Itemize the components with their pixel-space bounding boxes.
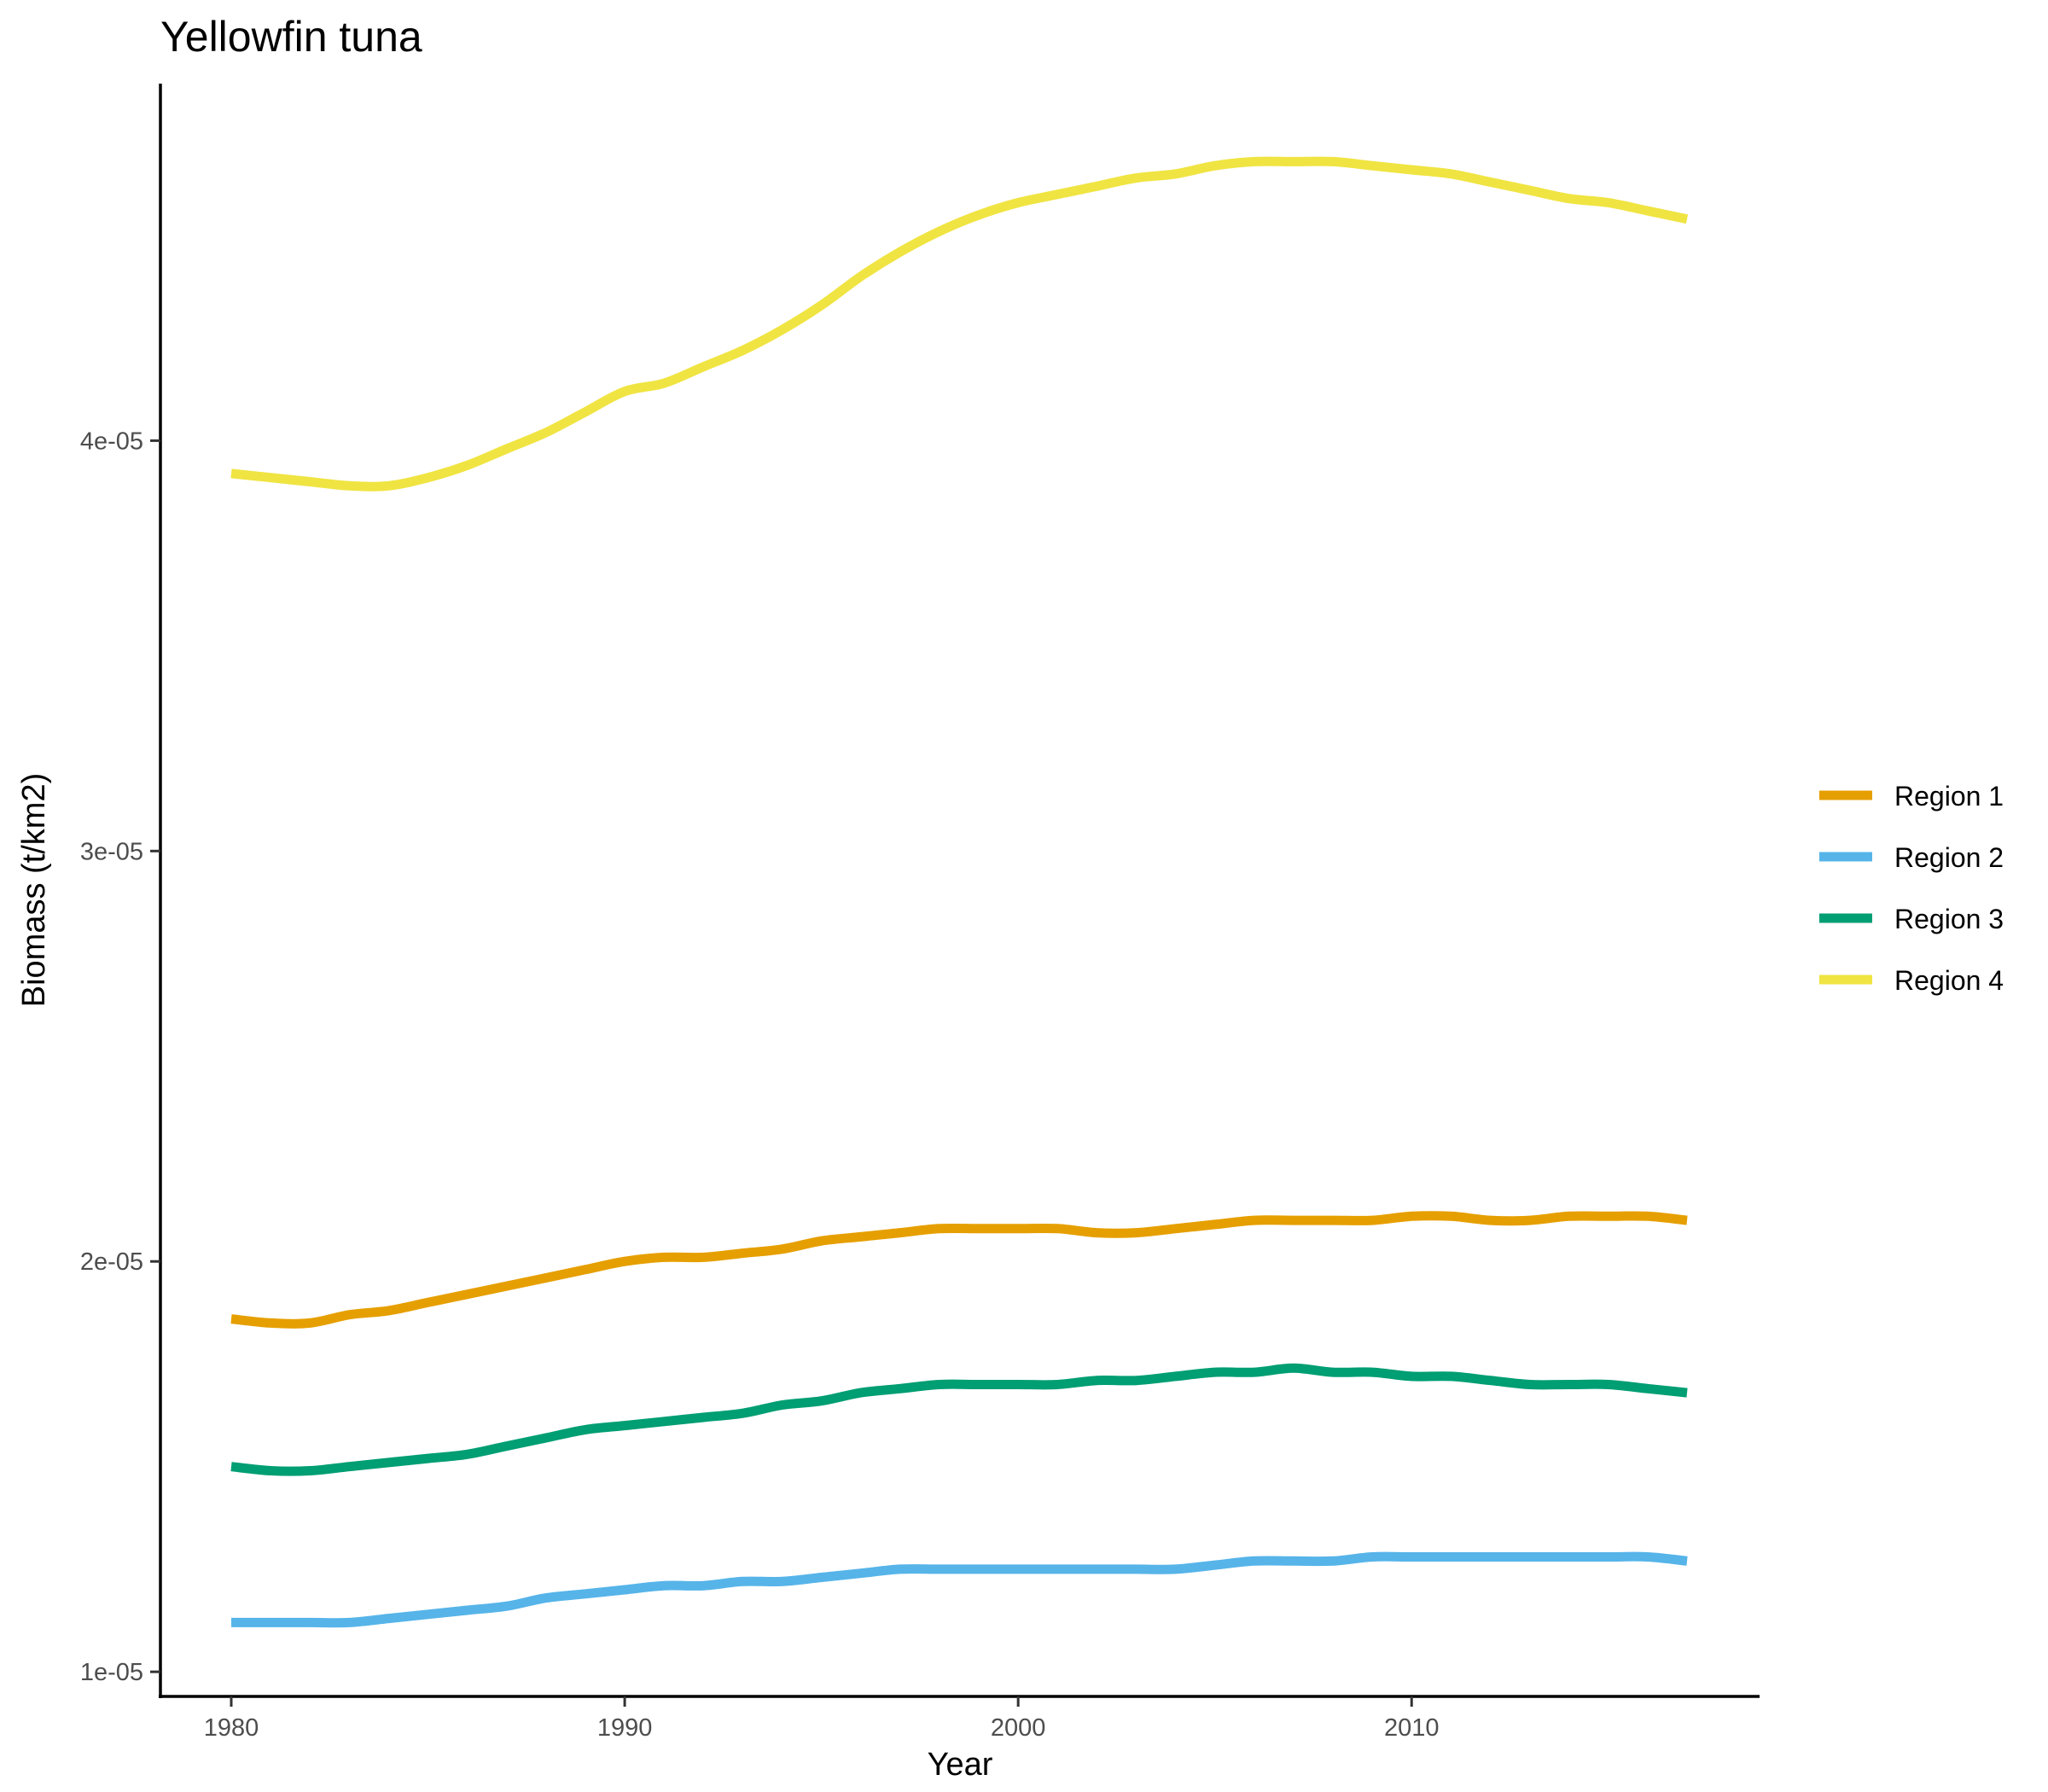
- x-axis-title: Year: [928, 1747, 993, 1783]
- series-group: [230, 156, 1689, 1628]
- x-tick-label: 1980: [204, 1714, 259, 1742]
- series-line-region-3: [230, 1363, 1688, 1476]
- chart-title: Yellowfin tuna: [160, 13, 422, 61]
- y-tick-label: 1e-05: [80, 1659, 143, 1686]
- x-tick-label: 2000: [991, 1714, 1046, 1742]
- legend-label-region-1: Region 1: [1894, 781, 2004, 812]
- x-tick-label: 1990: [597, 1714, 653, 1742]
- y-axis-ticks: 1e-05 2e-05 3e-05 4e-05: [80, 428, 160, 1686]
- x-axis-ticks: 1980 1990 2000 2010: [204, 1696, 1440, 1742]
- legend: Region 1 Region 2 Region 3 Region 4: [1819, 781, 2004, 996]
- x-tick-label: 2010: [1384, 1714, 1440, 1742]
- y-tick-label: 3e-05: [80, 838, 143, 865]
- series-line-region-2: [230, 1551, 1688, 1628]
- y-axis-title: Biomass (t/km2): [16, 773, 52, 1007]
- y-tick-label: 2e-05: [80, 1248, 143, 1276]
- series-line-region-4: [230, 156, 1689, 492]
- series-line-region-1: [230, 1211, 1688, 1329]
- legend-label-region-3: Region 3: [1894, 904, 2004, 934]
- legend-label-region-4: Region 4: [1894, 965, 2004, 996]
- legend-label-region-2: Region 2: [1894, 842, 2004, 873]
- y-tick-label: 4e-05: [80, 428, 143, 455]
